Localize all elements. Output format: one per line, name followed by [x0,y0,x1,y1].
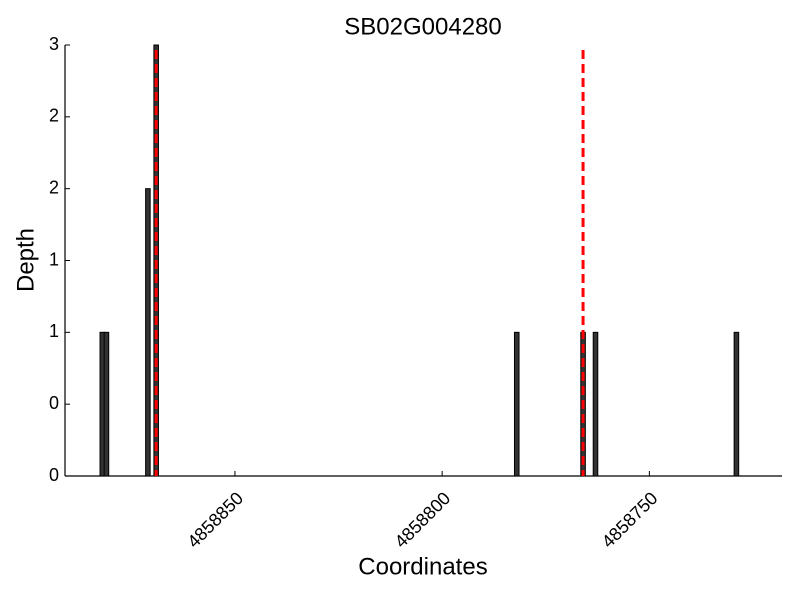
chart-title: SB02G004280 [344,13,501,40]
y-tick-label: 1 [49,321,59,341]
y-tick-label: 0 [49,393,59,413]
bar [592,331,599,477]
x-tick-label: 4858750 [598,488,662,552]
y-axis-label: Depth [12,228,39,292]
x-tick-label: 4858850 [183,488,247,552]
y-tick-label: 0 [49,465,59,485]
y-tick-label: 2 [49,177,59,197]
y-tick-label: 3 [49,34,59,54]
x-axis-label: Coordinates [358,553,487,580]
y-tick-label: 1 [49,249,59,269]
y-tick-label: 2 [49,106,59,126]
bar [103,331,110,477]
bar [733,331,740,477]
bar [513,331,520,477]
x-tick-label: 4858800 [391,488,455,552]
bar [145,188,151,477]
